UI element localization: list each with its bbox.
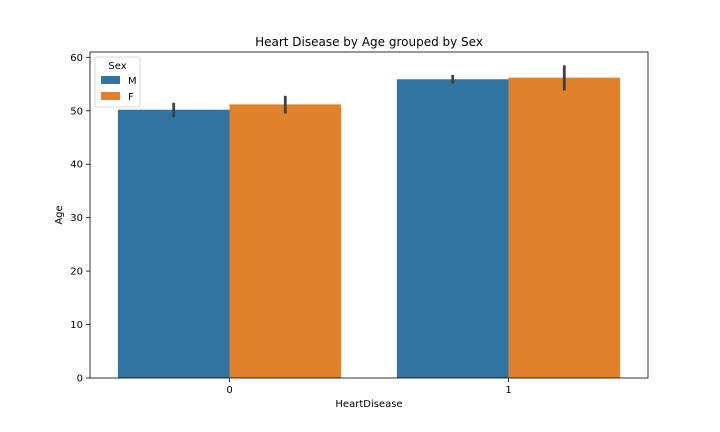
error-bars-layer — [172, 65, 566, 118]
bar-m-0 — [117, 109, 230, 379]
chart-title: Heart Disease by Age grouped by Sex — [255, 35, 483, 49]
x-tick-label: 1 — [505, 385, 511, 396]
y-tick-label: 0 — [77, 374, 83, 385]
legend-swatch-f — [101, 92, 120, 100]
bar-f-0 — [229, 104, 342, 378]
legend: Sex MF — [94, 56, 141, 108]
y-tick-label: 30 — [70, 213, 83, 224]
y-tick-label: 20 — [70, 267, 83, 278]
bar-m-1 — [396, 79, 509, 378]
bar-f-1 — [508, 77, 621, 378]
legend-label-m: M — [128, 76, 137, 87]
y-tick-label: 50 — [70, 106, 83, 117]
x-axis-label: HeartDisease — [335, 399, 402, 410]
bars-layer — [117, 77, 621, 379]
x-tick-label: 0 — [226, 385, 232, 396]
plot-frame — [89, 51, 649, 379]
y-tick-label: 10 — [70, 320, 83, 331]
y-axis: 0 10 20 30 40 50 60 — [70, 53, 90, 385]
y-tick-label: 60 — [70, 53, 83, 64]
y-axis-label: Age — [54, 205, 65, 224]
legend-label-f: F — [128, 92, 134, 103]
legend-swatch-m — [101, 76, 120, 84]
y-tick-label: 40 — [70, 160, 83, 171]
legend-title: Sex — [108, 61, 126, 72]
